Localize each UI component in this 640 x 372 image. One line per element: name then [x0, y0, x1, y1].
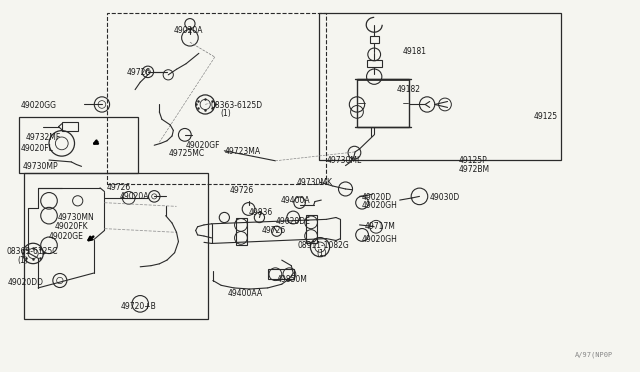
Text: 49723MA: 49723MA [225, 147, 260, 156]
Text: A/97(NP0P: A/97(NP0P [575, 352, 613, 358]
Text: 49020GE: 49020GE [49, 231, 84, 241]
Text: 08363-6125C: 08363-6125C [6, 247, 58, 256]
Text: 49125: 49125 [534, 112, 557, 121]
Text: 49125P: 49125P [459, 156, 488, 165]
Text: 49726: 49726 [106, 183, 131, 192]
Text: 49726: 49726 [261, 226, 285, 235]
Text: 49020DE: 49020DE [275, 217, 310, 226]
Bar [24, 173, 209, 320]
Text: 49850M: 49850M [276, 275, 307, 284]
Text: 49020FL: 49020FL [20, 144, 53, 153]
Text: 49400AA: 49400AA [228, 289, 262, 298]
Bar [268, 269, 294, 279]
Text: 49732MF: 49732MF [26, 133, 61, 142]
Text: 49717M: 49717M [365, 222, 396, 231]
Text: 49020GH: 49020GH [362, 201, 397, 210]
Bar [370, 36, 379, 43]
Text: 49400A: 49400A [280, 196, 310, 205]
Text: 49020D: 49020D [362, 193, 392, 202]
Bar [19, 118, 138, 173]
Text: 49020FK: 49020FK [55, 222, 88, 231]
Text: 49020A: 49020A [119, 192, 148, 201]
Text: (1): (1) [17, 256, 28, 265]
Bar [236, 218, 246, 245]
Text: (1): (1) [317, 249, 328, 258]
Text: 49182: 49182 [397, 85, 420, 94]
Text: 49730MP: 49730MP [22, 162, 58, 171]
Text: 49730MN: 49730MN [58, 213, 94, 222]
Text: 08911-1082G: 08911-1082G [297, 241, 349, 250]
Bar [367, 60, 382, 67]
Text: 49181: 49181 [403, 47, 427, 56]
Bar [357, 78, 409, 127]
Text: 49726: 49726 [126, 68, 150, 77]
Text: 49730ML: 49730ML [326, 155, 362, 164]
Text: 49836: 49836 [248, 208, 273, 217]
Text: (1): (1) [221, 109, 231, 118]
Text: 49730MK: 49730MK [297, 178, 333, 187]
Text: 49020DD: 49020DD [8, 278, 44, 287]
Text: 4972BM: 4972BM [459, 165, 490, 174]
Bar [63, 122, 77, 131]
Text: 49020A: 49020A [173, 26, 203, 35]
Bar [306, 215, 317, 243]
Text: 49030D: 49030D [429, 193, 460, 202]
Text: 08363-6125D: 08363-6125D [211, 101, 262, 110]
Text: 49020GH: 49020GH [362, 235, 397, 244]
Text: 49725MC: 49725MC [168, 149, 204, 158]
Text: 49720+B: 49720+B [121, 302, 157, 311]
Bar [107, 13, 326, 184]
Text: 49020GF: 49020GF [186, 141, 221, 150]
Text: 49020GG: 49020GG [20, 101, 56, 110]
Text: 49726: 49726 [230, 186, 253, 195]
Bar [319, 13, 561, 160]
